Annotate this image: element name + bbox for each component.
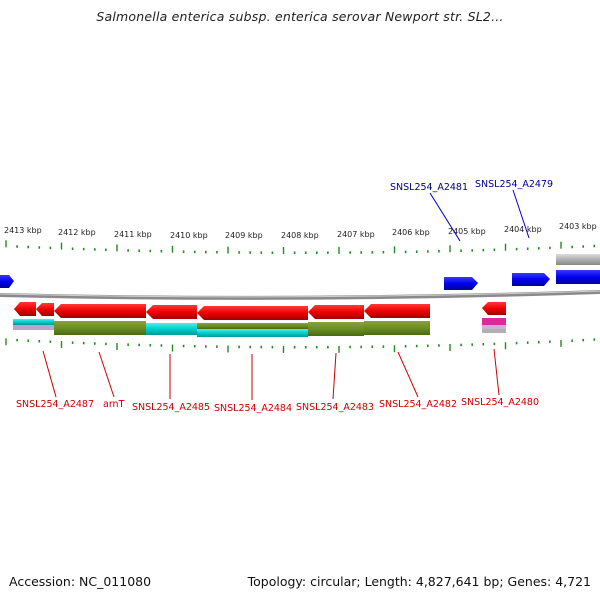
ruler-label-2406: 2406 kbp	[392, 228, 430, 237]
band-magenta	[482, 318, 506, 325]
topology-label: Topology: circular; Length: 4,827,641 bp…	[247, 574, 591, 589]
reverse-gene-arrow[interactable]	[146, 305, 197, 319]
ruler-ticks-top	[5, 240, 596, 254]
gene-label[interactable]: SNSL254_A2479	[475, 179, 553, 190]
reverse-gene-arrow[interactable]	[54, 304, 146, 318]
band-cyan	[197, 329, 308, 337]
gene-label[interactable]: SNSL254_A2483	[296, 402, 374, 413]
reverse-gene-arrow[interactable]	[14, 302, 36, 316]
gene-label[interactable]: SNSL254_A2484	[214, 403, 292, 414]
band-olive	[54, 321, 146, 335]
ruler-label-2407: 2407 kbp	[337, 230, 375, 239]
leader-line	[512, 189, 530, 239]
gene-label[interactable]: SNSL254_A2485	[132, 402, 210, 413]
band-lilac	[13, 325, 54, 330]
reverse-gene-arrow[interactable]	[308, 305, 364, 319]
ruler-label-2412: 2412 kbp	[58, 228, 96, 237]
leader-line	[493, 348, 500, 396]
forward-gene-labels: SNSL254_A2481 SNSL254_A2479	[390, 179, 553, 242]
band-olive	[308, 322, 364, 336]
ruler-label-2403: 2403 kbp	[559, 222, 597, 231]
leader-line	[332, 352, 337, 400]
band-lilac	[482, 325, 506, 329]
forward-genes	[0, 254, 600, 290]
reverse-gene-arrow[interactable]	[36, 303, 54, 316]
reverse-gene-arrow[interactable]	[197, 306, 308, 320]
forward-gene-arrow[interactable]	[0, 275, 14, 288]
ruler-label-2405: 2405 kbp	[448, 227, 486, 236]
leader-line	[397, 351, 419, 398]
gene-label[interactable]: SNSL254_A2482	[379, 399, 457, 410]
gene-label[interactable]: SNSL254_A2480	[461, 397, 539, 408]
accession-label: Accession: NC_011080	[9, 574, 152, 589]
band-olive	[197, 323, 308, 329]
ruler-label-2410: 2410 kbp	[170, 231, 208, 240]
ruler-label-2408: 2408 kbp	[281, 231, 319, 240]
reverse-gene-arrow[interactable]	[364, 304, 430, 318]
reverse-gene-arrow[interactable]	[482, 302, 506, 315]
forward-gene-arrow[interactable]	[444, 277, 478, 290]
genome-backbone-highlight	[0, 290, 600, 298]
ruler-labels: 2413 kbp 2412 kbp 2411 kbp 2410 kbp 2409…	[4, 222, 597, 240]
reverse-genes	[14, 302, 506, 320]
ruler-label-2404: 2404 kbp	[504, 225, 542, 234]
annotation-bands	[13, 318, 506, 337]
forward-gene-arrow[interactable]	[512, 273, 550, 286]
reverse-gene-labels: SNSL254_A2487 arnT SNSL254_A2485 SNSL254…	[16, 348, 539, 414]
ruler-label-2411: 2411 kbp	[114, 230, 152, 239]
band-grey	[482, 329, 506, 333]
forward-gene-block[interactable]	[556, 270, 600, 284]
gene-label[interactable]: SNSL254_A2481	[390, 182, 468, 193]
band-cyan	[146, 323, 197, 335]
band-olive	[364, 321, 430, 335]
band-cyan	[13, 319, 54, 325]
gene-label[interactable]: arnT	[103, 399, 125, 410]
gene-label[interactable]: SNSL254_A2487	[16, 399, 94, 410]
ruler-label-2409: 2409 kbp	[225, 231, 263, 240]
leader-line	[42, 350, 57, 398]
ruler-label-2413: 2413 kbp	[4, 226, 42, 235]
forward-gene-grey-block[interactable]	[556, 254, 600, 265]
leader-line	[98, 351, 115, 398]
genome-backbone	[0, 290, 600, 300]
leader-line	[429, 192, 461, 242]
ruler-ticks-bottom	[5, 338, 596, 353]
map-title: Salmonella enterica subsp. enterica sero…	[96, 9, 504, 24]
